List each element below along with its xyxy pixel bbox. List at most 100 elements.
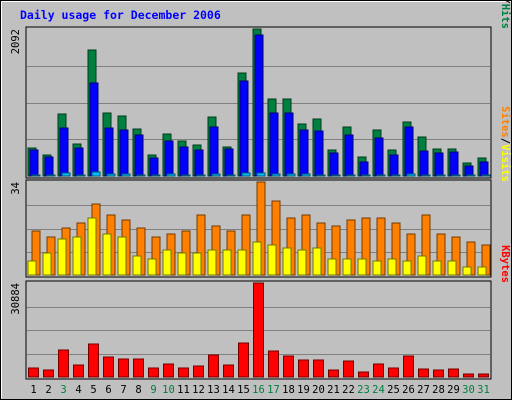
- x-label-day: 12: [192, 384, 205, 396]
- bar-kbytes-day-1: [28, 367, 39, 378]
- bar-pages-day-29: [451, 174, 461, 177]
- bar-kbytes-day-20: [313, 359, 324, 378]
- x-label-day: 18: [282, 384, 295, 396]
- bar-pages-day-22: [346, 174, 356, 177]
- bar-files-day-19: [299, 129, 309, 177]
- bar-pages-day-11: [181, 174, 191, 177]
- bar-pages-day-14: [226, 174, 236, 177]
- bar-visits-day-1: [27, 260, 37, 276]
- bar-kbytes-day-12: [193, 365, 204, 378]
- bar-visits-day-5: [87, 217, 97, 276]
- bar-files-day-24: [374, 137, 384, 177]
- x-label-day: 2: [45, 384, 51, 396]
- bar-files-day-21: [329, 152, 339, 177]
- bar-kbytes-day-4: [73, 364, 84, 378]
- x-label-day: 17: [267, 384, 280, 396]
- bar-files-day-23: [359, 161, 369, 177]
- bar-pages-day-10: [166, 173, 176, 177]
- bar-files-day-15: [239, 80, 249, 177]
- bar-kbytes-day-2: [43, 369, 54, 378]
- x-label-day: 14: [222, 384, 235, 396]
- bar-files-day-13: [209, 126, 219, 177]
- bar-kbytes-day-21: [328, 369, 339, 378]
- bar-kbytes-day-24: [373, 363, 384, 378]
- x-label-day: 16: [252, 384, 265, 396]
- bar-files-day-25: [389, 154, 399, 177]
- bar-visits-day-27: [417, 255, 427, 276]
- bar-visits-day-25: [387, 258, 397, 276]
- bar-files-day-16: [254, 34, 264, 177]
- bar-files-day-6: [104, 127, 114, 177]
- bar-kbytes-day-11: [178, 367, 189, 378]
- bar-kbytes-day-22: [343, 360, 354, 378]
- x-label-day: 24: [372, 384, 385, 396]
- bar-visits-day-31: [477, 266, 487, 276]
- panel-ymax-label: 34: [10, 182, 22, 195]
- bar-visits-day-28: [432, 260, 442, 276]
- panel-hits-files-pages: 2092 Pages/Files/Hits: [10, 0, 511, 179]
- bar-visits-day-10: [162, 249, 172, 276]
- panel-ymax-label: 2092: [10, 29, 22, 54]
- panel-legend: Sites/Visits: [499, 106, 511, 182]
- bar-pages-day-18: [286, 173, 296, 177]
- x-label-day: 22: [342, 384, 355, 396]
- x-label-day: 20: [312, 384, 325, 396]
- bar-files-day-8: [134, 134, 144, 177]
- bar-kbytes-day-8: [133, 358, 144, 378]
- bar-kbytes-day-30: [463, 373, 474, 378]
- bar-visits-day-4: [72, 236, 82, 276]
- bar-kbytes-day-29: [448, 368, 459, 378]
- bar-kbytes-day-7: [118, 358, 129, 378]
- panel-visits-sites: 34 Sites/Visits: [10, 106, 511, 278]
- panel-ymax-label: 30884: [10, 283, 22, 315]
- bar-files-day-14: [224, 148, 234, 177]
- bar-visits-day-14: [222, 249, 232, 276]
- bar-pages-day-5: [91, 171, 101, 177]
- bar-files-day-18: [284, 112, 294, 177]
- bar-files-day-11: [179, 146, 189, 177]
- bar-visits-day-2: [42, 252, 52, 276]
- legend-entry: Hits: [499, 4, 511, 29]
- bar-visits-day-13: [207, 249, 217, 276]
- bar-visits-day-16: [252, 241, 262, 276]
- bar-pages-day-3: [61, 172, 71, 177]
- x-label-day: 30: [462, 384, 475, 396]
- x-label-day: 15: [237, 384, 250, 396]
- bar-pages-day-2: [46, 174, 56, 177]
- x-label-day: 11: [177, 384, 190, 396]
- x-label-day: 21: [327, 384, 340, 396]
- bar-pages-day-6: [106, 173, 116, 177]
- bar-kbytes-day-23: [358, 371, 369, 378]
- bar-kbytes-day-15: [238, 342, 249, 378]
- bar-files-day-22: [344, 134, 354, 177]
- x-label-day: 29: [447, 384, 460, 396]
- legend-entry: KBytes: [499, 245, 511, 283]
- bar-pages-day-1: [31, 174, 41, 177]
- bar-files-day-20: [314, 130, 324, 177]
- legend-entry: Visits: [499, 144, 511, 182]
- bar-kbytes-day-16: [253, 282, 264, 378]
- bar-visits-day-30: [462, 266, 472, 276]
- x-label-day: 28: [432, 384, 445, 396]
- bar-visits-day-15: [237, 249, 247, 276]
- bar-visits-day-20: [312, 247, 322, 276]
- x-label-day: 31: [477, 384, 490, 396]
- bar-visits-day-6: [102, 233, 112, 276]
- x-label-day: 27: [417, 384, 430, 396]
- bar-pages-day-21: [331, 174, 341, 177]
- bar-kbytes-day-6: [103, 356, 114, 378]
- bar-files-day-1: [29, 149, 39, 177]
- bar-files-day-10: [164, 140, 174, 177]
- bar-pages-day-19: [301, 173, 311, 177]
- bar-pages-day-24: [376, 174, 386, 177]
- bar-pages-day-15: [241, 172, 251, 177]
- x-label-day: 7: [120, 384, 126, 396]
- bar-visits-day-29: [447, 260, 457, 276]
- bar-kbytes-day-17: [268, 350, 279, 378]
- bar-pages-day-4: [76, 174, 86, 177]
- bar-visits-day-9: [147, 258, 157, 276]
- bar-files-day-2: [44, 156, 54, 177]
- bar-visits-day-18: [282, 247, 292, 276]
- chart-title: Daily usage for December 2006: [20, 8, 221, 22]
- bar-pages-day-13: [211, 173, 221, 177]
